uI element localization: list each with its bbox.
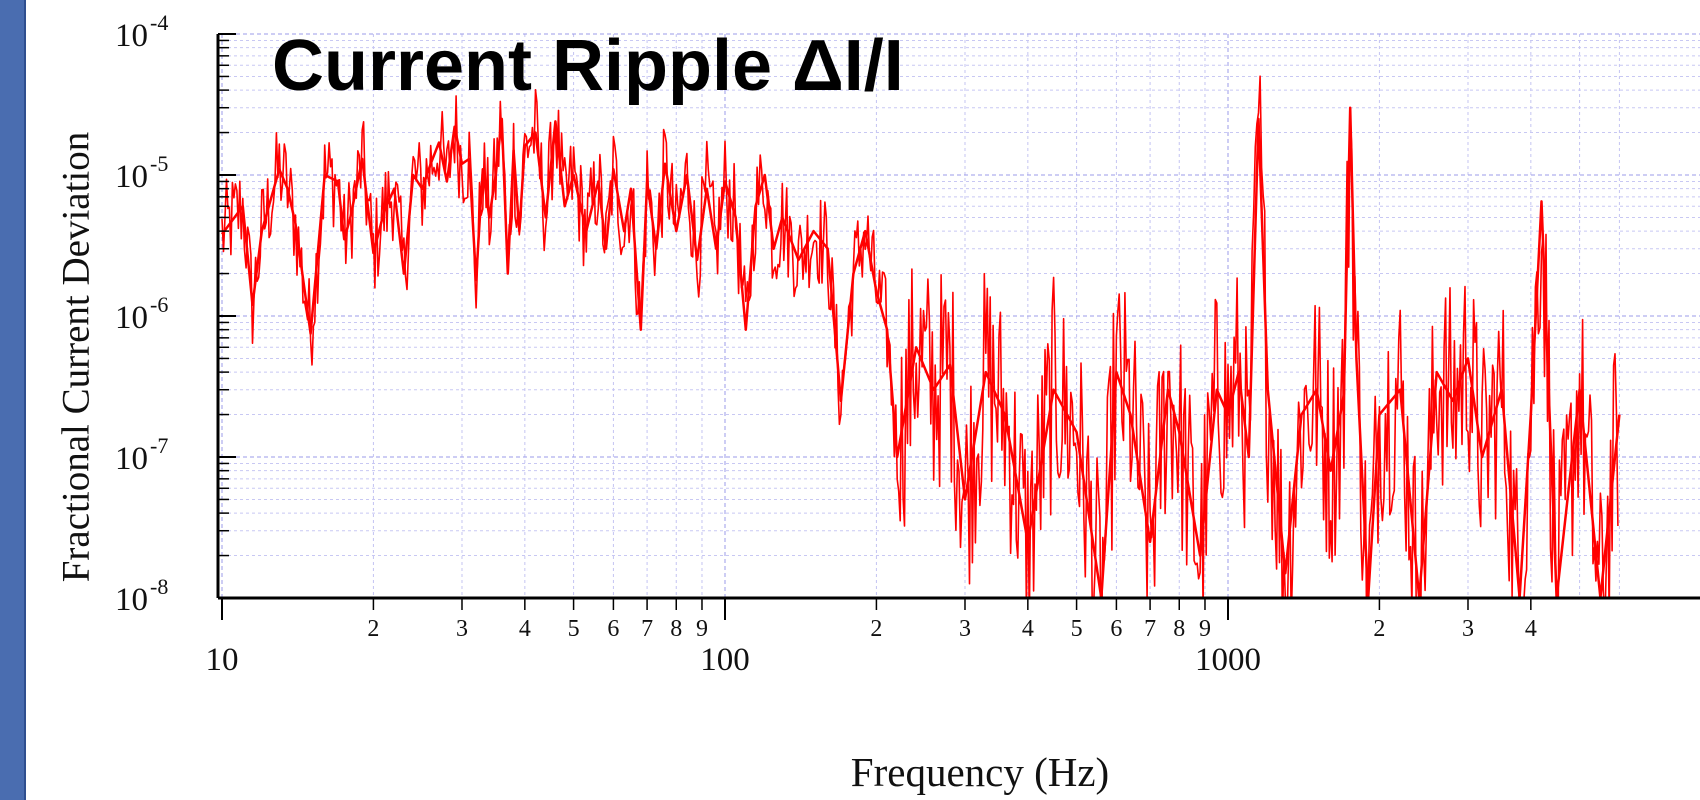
x-minor-tick-label: 4 bbox=[519, 616, 531, 642]
y-tick-label-exponent: -5 bbox=[150, 151, 168, 176]
x-minor-tick-label: 9 bbox=[1199, 616, 1211, 642]
x-major-tick-label: 10 bbox=[206, 642, 239, 678]
y-tick-label: 10 bbox=[115, 18, 148, 54]
x-minor-tick-label: 6 bbox=[1110, 616, 1122, 642]
x-minor-tick-label: 9 bbox=[696, 616, 708, 642]
y-tick-label: 10 bbox=[115, 441, 148, 477]
y-tick-label: 10 bbox=[115, 159, 148, 195]
y-tick-label-exponent: -7 bbox=[150, 433, 168, 458]
y-axis-label: Fractional Current Deviation bbox=[54, 131, 98, 583]
x-minor-tick-label: 5 bbox=[568, 616, 580, 642]
x-minor-tick-label: 3 bbox=[456, 616, 468, 642]
y-tick-label-exponent: -4 bbox=[150, 10, 168, 35]
x-minor-tick-label: 2 bbox=[367, 616, 379, 642]
chart-title: Current Ripple ΔI/I bbox=[272, 26, 904, 106]
x-minor-tick-label: 2 bbox=[870, 616, 882, 642]
series-layer bbox=[220, 75, 1621, 598]
x-axis-label: Frequency (Hz) bbox=[850, 749, 1110, 795]
axes bbox=[216, 33, 1700, 620]
y-tick-label-exponent: -8 bbox=[150, 574, 168, 599]
y-tick-label-exponent: -6 bbox=[150, 292, 168, 317]
x-major-tick-label: 100 bbox=[700, 642, 750, 678]
y-tick-label: 10 bbox=[115, 582, 148, 618]
x-minor-tick-label: 4 bbox=[1022, 616, 1034, 642]
x-minor-tick-label: 7 bbox=[641, 616, 653, 642]
x-minor-tick-label: 8 bbox=[670, 616, 682, 642]
slide-left-accent-bar bbox=[0, 0, 24, 800]
slide-left-accent-line bbox=[24, 0, 26, 800]
x-minor-tick-label: 5 bbox=[1071, 616, 1083, 642]
x-minor-tick-label: 2 bbox=[1373, 616, 1385, 642]
x-major-tick-label: 1000 bbox=[1195, 642, 1261, 678]
x-minor-tick-label: 3 bbox=[1462, 616, 1474, 642]
x-minor-tick-label: 8 bbox=[1173, 616, 1185, 642]
x-minor-tick-label: 6 bbox=[607, 616, 619, 642]
y-tick-label: 10 bbox=[115, 300, 148, 336]
x-minor-tick-label: 3 bbox=[959, 616, 971, 642]
x-minor-tick-label: 7 bbox=[1144, 616, 1156, 642]
series-noise-texture bbox=[221, 75, 1619, 598]
x-minor-tick-label: 4 bbox=[1525, 616, 1537, 642]
